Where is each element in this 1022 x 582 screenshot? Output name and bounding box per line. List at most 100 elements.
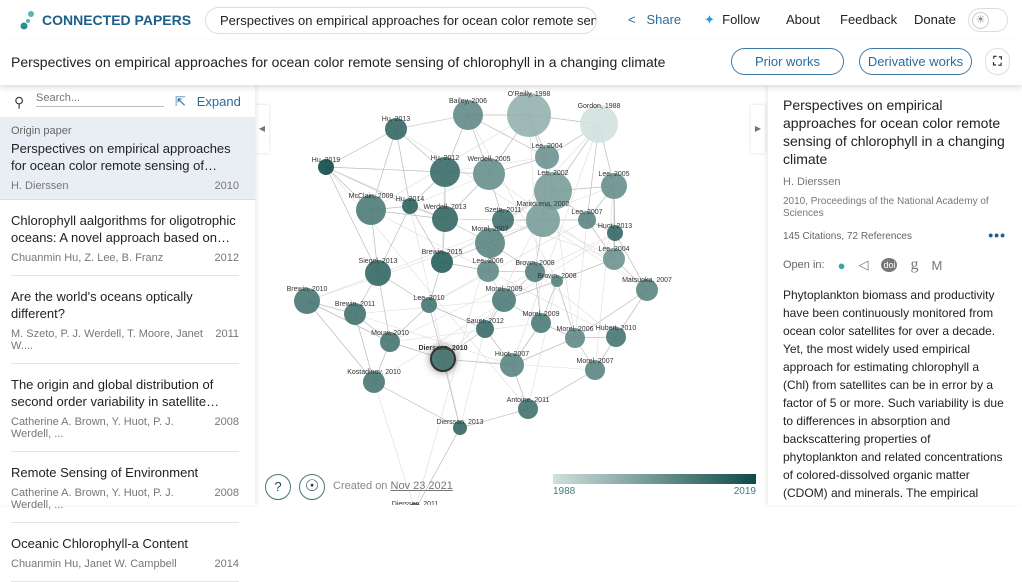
graph-node[interactable]: Lee, 2002 [534, 170, 572, 210]
graph-node[interactable]: Gordon, 1988 [578, 103, 621, 143]
paper-list-item[interactable]: The origin and global distribution of se… [11, 364, 239, 452]
theme-toggle[interactable]: ☀ [968, 8, 1008, 32]
created-date-link[interactable]: Nov 23 2021 [390, 480, 453, 492]
node-circle[interactable] [431, 251, 453, 273]
graph-node[interactable]: Maritorena, 2002 [517, 201, 570, 237]
node-circle[interactable] [432, 206, 458, 232]
graph-node[interactable]: Lee, 2005 [598, 171, 630, 199]
graph-node[interactable]: Hu, 2019 [312, 157, 341, 175]
graph-node[interactable]: Mouw, 2010 [371, 330, 409, 352]
graph-node[interactable]: Siegel, 2013 [359, 258, 398, 286]
about-link[interactable]: About [786, 12, 820, 27]
graph-node[interactable]: Lee, 2006 [472, 258, 504, 282]
node-circle[interactable] [402, 198, 418, 214]
node-circle[interactable] [477, 260, 499, 282]
node-circle[interactable] [535, 145, 559, 169]
collapse-left-handle[interactable]: ◀ [255, 105, 269, 153]
node-circle[interactable] [473, 158, 505, 190]
connected-papers-icon[interactable]: ● [837, 257, 846, 273]
graph-node[interactable]: Szeto, 2011 [485, 207, 522, 231]
graph-node[interactable]: Morel, 2007 [472, 226, 509, 258]
paper-search-input[interactable]: Perspectives on empirical approaches for… [205, 7, 597, 34]
prior-works-button[interactable]: Prior works [731, 48, 844, 75]
node-circle[interactable] [421, 297, 437, 313]
node-circle[interactable] [636, 279, 658, 301]
node-circle[interactable] [518, 399, 538, 419]
node-circle[interactable] [344, 303, 366, 325]
graph-node[interactable]: Werdell, 2013 [423, 204, 467, 232]
node-circle[interactable] [318, 159, 334, 175]
graph-node[interactable]: Huot, 2007 [495, 351, 529, 377]
derivative-works-button[interactable]: Derivative works [859, 48, 972, 75]
paper-list-item[interactable]: Are the world's oceans optically differe… [11, 276, 239, 364]
origin-paper-item[interactable]: Origin paper Perspectives on empirical a… [0, 118, 255, 200]
graph-node[interactable]: Hubert, 2010 [596, 325, 637, 347]
node-circle[interactable] [363, 371, 385, 393]
recenter-icon[interactable]: ☉ [299, 474, 325, 500]
graph-node[interactable]: Hu, 2013 [382, 116, 411, 140]
node-circle[interactable] [551, 275, 563, 287]
graph-node[interactable]: Brown, 2008 [537, 273, 577, 287]
help-button[interactable]: ? [265, 474, 291, 500]
graph-node[interactable]: Huot, 2013 [598, 223, 632, 241]
google-scholar-icon[interactable]: g [910, 256, 919, 273]
graph-node[interactable]: Morel, 2009 [523, 311, 560, 333]
donate-link[interactable]: Donate [914, 12, 956, 27]
graph-svg[interactable]: Bailey, 2006 O'Reilly, 1998 Gordon, 1988 Hu… [255, 85, 765, 505]
share-button[interactable]: < Share [628, 12, 681, 27]
graph-node[interactable]: Morel, 2007 [577, 358, 614, 380]
graph-node[interactable]: Morel, 2009 [486, 286, 523, 312]
paper-list-item[interactable]: Chlorophyll aalgorithms for oligotrophic… [11, 200, 239, 276]
mendeley-icon[interactable]: M [931, 257, 943, 273]
graph-node[interactable]: McClain, 2009 [349, 193, 394, 225]
graph-node[interactable]: Brewin, 2011 [335, 301, 375, 325]
feedback-link[interactable]: Feedback [840, 12, 898, 27]
node-circle[interactable] [526, 203, 560, 237]
node-circle[interactable] [606, 327, 626, 347]
graph-node[interactable]: Dierssen, 2010 [418, 345, 468, 372]
node-circle[interactable] [453, 421, 467, 435]
logo[interactable]: CONNECTED PAPERS [20, 10, 191, 30]
node-circle[interactable] [534, 172, 572, 210]
node-circle[interactable] [603, 248, 625, 270]
graph-node[interactable]: Sauer, 2012 [466, 318, 504, 338]
graph-node[interactable]: Lee, 2010 [413, 295, 445, 313]
graph-node[interactable]: Brewin, 2010 [287, 286, 328, 314]
node-circle[interactable] [380, 332, 400, 352]
node-circle[interactable] [356, 195, 386, 225]
expand-button[interactable]: ⇱ Expand [175, 94, 241, 110]
node-circle[interactable] [531, 313, 551, 333]
node-circle[interactable] [492, 209, 514, 231]
semantic-scholar-icon[interactable]: ◁ [858, 257, 869, 272]
graph-node[interactable]: Dierssen, 2011 [392, 501, 439, 505]
graph-canvas[interactable]: Bailey, 2006 O'Reilly, 1998 Gordon, 1988 Hu… [255, 85, 765, 505]
node-circle[interactable] [565, 328, 585, 348]
more-options-icon[interactable]: ••• [988, 227, 1006, 243]
node-circle[interactable] [580, 105, 618, 143]
graph-node[interactable]: Werdell, 2005 [467, 156, 511, 190]
graph-node[interactable]: Morel, 2006 [557, 326, 594, 348]
node-circle[interactable] [385, 118, 407, 140]
doi-icon[interactable]: doi [881, 258, 898, 272]
collapse-right-handle[interactable]: ▶ [751, 105, 765, 153]
node-circle[interactable] [601, 173, 627, 199]
graph-node[interactable]: Dierssen, 2013 [436, 419, 484, 435]
node-circle[interactable] [453, 100, 483, 130]
graph-node[interactable]: Brewin, 2015 [422, 249, 463, 273]
graph-node[interactable]: Hu, 2014 [396, 196, 425, 214]
node-circle[interactable] [476, 320, 494, 338]
node-circle[interactable] [525, 262, 545, 282]
graph-node[interactable]: Lee, 2004 [531, 143, 563, 169]
graph-node[interactable]: O'Reilly, 1998 [507, 91, 551, 137]
node-circle[interactable] [430, 346, 456, 372]
graph-node[interactable]: Matsuoka, 2007 [622, 277, 672, 301]
node-circle[interactable] [578, 211, 596, 229]
node-circle[interactable] [430, 157, 460, 187]
graph-node[interactable]: Hu, 2012 [430, 155, 460, 187]
graph-node[interactable]: Bailey, 2006 [449, 98, 487, 130]
node-circle[interactable] [365, 260, 391, 286]
node-circle[interactable] [585, 360, 605, 380]
paper-list-item[interactable]: Remote Sensing of Environment Catherine A… [11, 452, 239, 523]
graph-node[interactable]: Antoine, 2011 [507, 397, 550, 419]
node-circle[interactable] [507, 93, 551, 137]
